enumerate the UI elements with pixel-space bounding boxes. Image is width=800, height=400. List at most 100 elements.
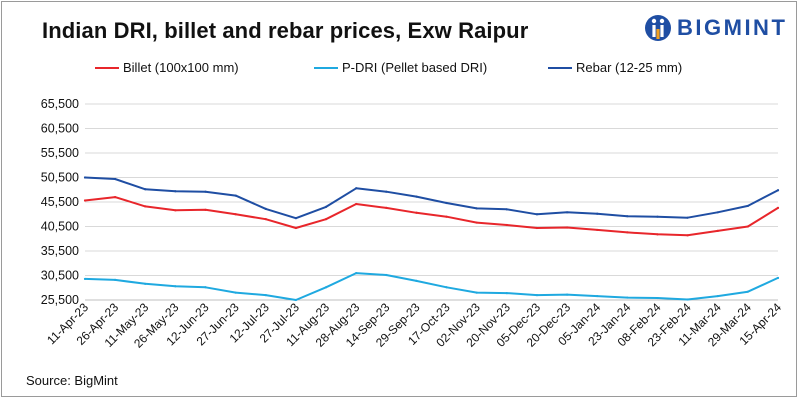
legend-item-billet: Billet (100x100 mm) — [95, 60, 239, 75]
logo-text: BIGMINT — [677, 15, 788, 40]
data-point — [234, 194, 237, 197]
data-point — [264, 218, 267, 221]
data-point — [445, 215, 448, 218]
data-point — [656, 296, 659, 300]
data-point — [565, 226, 569, 229]
data-point — [114, 278, 117, 282]
data-point — [686, 234, 689, 237]
y-tick-label: 35,500 — [41, 244, 79, 258]
data-point — [355, 187, 358, 190]
data-point — [475, 221, 478, 224]
data-point — [716, 229, 719, 233]
data-point — [776, 189, 780, 192]
legend-label-rebar: Rebar (12-25 mm) — [576, 60, 683, 75]
chart-title: Indian DRI, billet and rebar prices, Exw… — [42, 18, 529, 43]
legend-swatch-rebar — [548, 66, 572, 69]
data-point — [385, 273, 388, 277]
data-point — [324, 218, 328, 221]
data-point — [415, 279, 418, 282]
data-point — [174, 209, 177, 212]
data-point — [355, 202, 358, 206]
data-point — [565, 211, 569, 214]
y-tick-label: 65,500 — [41, 97, 79, 111]
y-tick-label: 45,500 — [41, 195, 79, 209]
data-point — [626, 215, 629, 218]
data-point — [746, 290, 749, 293]
data-point — [174, 190, 177, 193]
data-point — [626, 296, 629, 299]
data-point — [656, 233, 659, 236]
legend-item-rebar: Rebar (12-25 mm) — [548, 60, 682, 75]
legend-swatch-billet — [95, 66, 119, 69]
data-point — [596, 212, 599, 215]
data-point — [144, 282, 147, 285]
legend-label-pdri: P-DRI (Pellet based DRI) — [342, 60, 488, 75]
y-tick-label: 60,500 — [41, 122, 79, 136]
data-point — [686, 298, 689, 301]
data-point — [264, 207, 267, 210]
data-point — [83, 277, 87, 281]
data-point — [294, 298, 298, 302]
data-point — [355, 271, 358, 275]
data-point — [746, 225, 749, 228]
data-point — [505, 292, 508, 295]
legend-label-billet: Billet (100x100 mm) — [123, 60, 239, 75]
data-point — [535, 226, 539, 230]
data-point — [234, 213, 237, 216]
series-line-2 — [84, 176, 779, 220]
data-point — [656, 215, 659, 218]
data-point — [83, 176, 87, 179]
data-point — [596, 294, 599, 298]
data-point — [144, 205, 147, 208]
data-point — [475, 207, 478, 210]
data-point — [204, 190, 207, 193]
series-line-1 — [84, 272, 779, 301]
legend-item-pdri: P-DRI (Pellet based DRI) — [314, 60, 487, 75]
data-point — [204, 208, 207, 211]
data-point — [204, 286, 207, 289]
data-point — [144, 188, 147, 191]
data-point — [415, 195, 418, 198]
data-point — [535, 294, 539, 297]
data-point — [114, 196, 117, 199]
brand-logo: BIGMINT — [645, 12, 787, 44]
data-point — [776, 206, 780, 209]
data-point — [294, 226, 298, 230]
data-point — [385, 206, 388, 209]
legend: Billet (100x100 mm) P-DRI (Pellet based … — [0, 60, 800, 80]
y-tick-label: 50,500 — [41, 171, 79, 185]
data-point — [565, 293, 569, 296]
y-tick-label: 55,500 — [41, 146, 79, 160]
data-point — [776, 276, 780, 280]
data-point — [596, 228, 599, 232]
data-point — [114, 177, 117, 181]
data-point — [234, 291, 237, 294]
data-point — [174, 285, 177, 288]
data-point — [505, 223, 508, 227]
data-point — [746, 204, 749, 208]
y-tick-label: 25,500 — [41, 293, 79, 307]
data-point — [385, 190, 388, 193]
data-point — [686, 216, 689, 219]
data-point — [716, 211, 719, 214]
data-point — [83, 199, 87, 202]
data-point — [505, 208, 508, 211]
data-point — [415, 211, 418, 214]
data-point — [535, 213, 539, 216]
y-tick-label: 30,500 — [41, 269, 79, 283]
bigmint-logo-icon — [645, 15, 671, 41]
data-point — [445, 286, 448, 289]
data-point — [475, 291, 478, 294]
data-point — [626, 231, 629, 234]
series-line-0 — [84, 196, 779, 237]
data-point — [324, 205, 328, 208]
data-point — [716, 294, 719, 298]
data-point — [264, 294, 267, 297]
y-tick-label: 40,500 — [41, 220, 79, 234]
data-point — [294, 217, 298, 220]
data-point — [324, 286, 328, 289]
source-note: Source: BigMint — [26, 373, 118, 388]
legend-swatch-pdri — [314, 66, 338, 69]
